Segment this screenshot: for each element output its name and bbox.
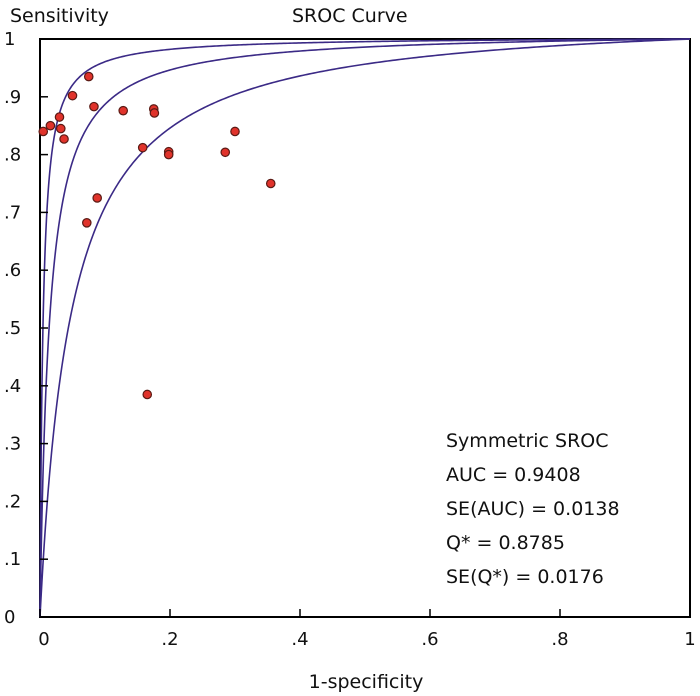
x-tick-label: .4: [291, 629, 308, 650]
study-point: [149, 108, 160, 118]
annotation-se-auc: SE(AUC) = 0.0138: [446, 498, 620, 520]
y-tick-label: .6: [4, 260, 21, 281]
y-axis-ticks: 0 .1 .2 .3 .4 .5 .6 .7 .8 .9 1: [4, 29, 48, 628]
sroc-curves: [39, 38, 691, 618]
study-point: [92, 193, 102, 203]
study-point: [67, 90, 78, 101]
study-point: [89, 101, 99, 112]
sroc-curve-center: [39, 38, 691, 617]
y-axis-label: Sensitivity: [10, 5, 109, 27]
x-tick-label: .8: [551, 629, 568, 650]
plot-border: [39, 38, 691, 618]
y-tick-label: .9: [4, 87, 21, 108]
study-point: [220, 147, 231, 158]
annotation-q-star: Q* = 0.8785: [446, 532, 565, 554]
y-tick-label: .5: [4, 318, 21, 339]
x-tick-label: 1: [684, 629, 695, 650]
study-point: [163, 149, 174, 160]
study-point: [265, 178, 276, 189]
y-tick-label: .8: [4, 145, 21, 166]
x-axis-label: 1-specificity: [309, 671, 424, 693]
plot-area: [39, 38, 691, 618]
annotation-method: Symmetric SROC: [446, 430, 609, 452]
y-tick-label: .4: [4, 376, 21, 397]
study-point: [45, 120, 56, 131]
y-tick-label: .3: [4, 434, 21, 455]
annotation-auc: AUC = 0.9408: [446, 464, 581, 486]
chart-title: SROC Curve: [292, 5, 408, 27]
y-tick-label: 1: [4, 29, 15, 50]
study-points: [38, 71, 276, 400]
x-tick-label: .6: [421, 629, 438, 650]
study-point: [137, 142, 148, 153]
study-point: [118, 105, 128, 116]
study-point: [83, 71, 94, 82]
x-axis-ticks: 0 .2 .4 .6 .8 1: [38, 609, 696, 650]
y-tick-label: .7: [4, 202, 21, 223]
statistics-annotation: Symmetric SROC AUC = 0.9408 SE(AUC) = 0.…: [446, 430, 620, 588]
annotation-se-q-star: SE(Q*) = 0.0176: [446, 566, 604, 588]
study-point: [59, 134, 69, 144]
sroc-curve-lower: [39, 38, 691, 618]
y-tick-label: 0: [4, 607, 15, 628]
study-point: [230, 126, 240, 137]
sroc-curve-upper: [39, 38, 691, 617]
study-point: [55, 123, 66, 134]
study-point: [82, 218, 92, 228]
x-tick-label: .2: [161, 629, 178, 650]
study-point: [142, 389, 153, 400]
y-tick-label: .1: [4, 549, 21, 570]
y-tick-label: .2: [4, 491, 21, 512]
study-point: [54, 112, 65, 122]
x-tick-label: 0: [38, 629, 49, 650]
study-point: [38, 126, 49, 137]
